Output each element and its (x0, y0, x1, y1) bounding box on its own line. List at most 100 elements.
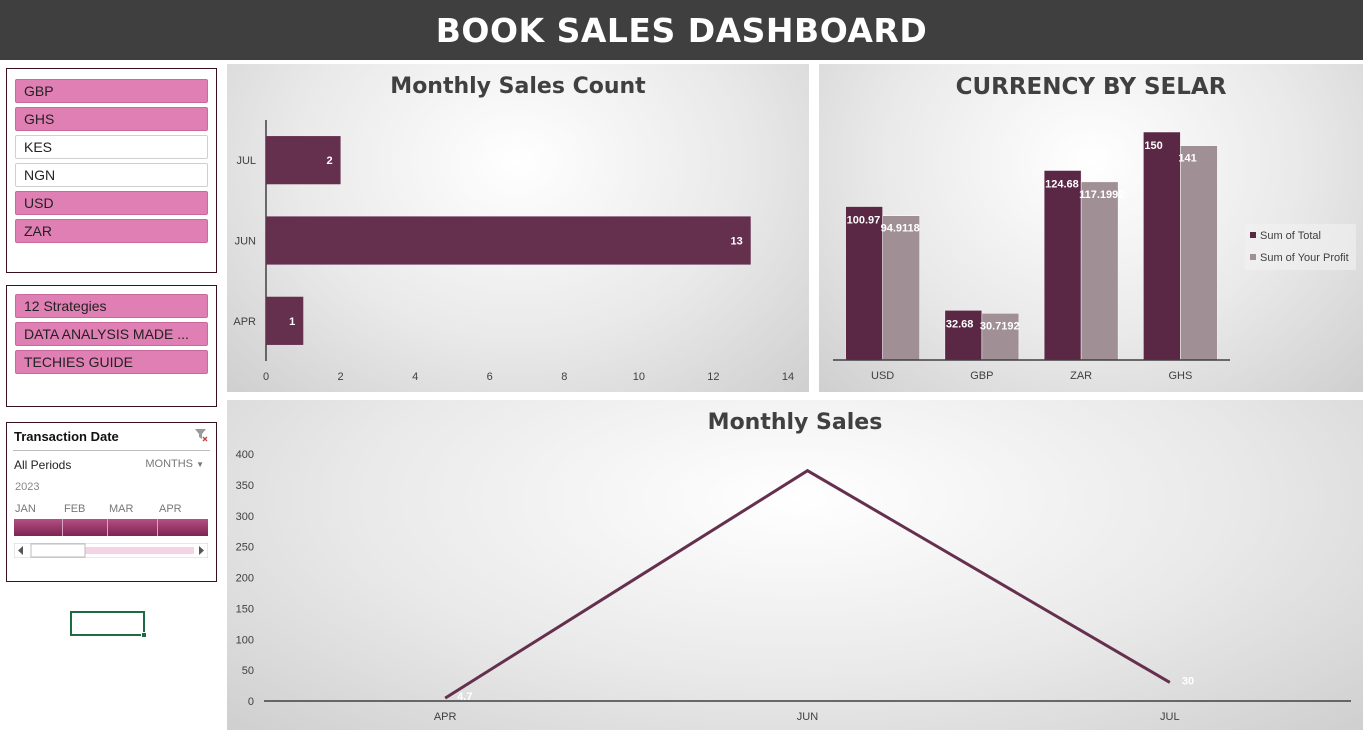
slicer-item-label: ZAR (24, 223, 52, 239)
legend-swatch (1250, 232, 1256, 238)
slicer-item-label: GBP (24, 83, 54, 99)
slicer-item-label: NGN (24, 167, 56, 183)
timeline-selection-bar[interactable] (14, 519, 208, 536)
legend-swatch (1250, 254, 1256, 260)
slicer-item-gbp[interactable]: GBP (15, 79, 208, 103)
x-tick-label: 8 (561, 371, 567, 383)
timeline-month-apr: APR (159, 503, 182, 515)
x-tick-label: 2 (338, 371, 344, 383)
x-tick-label: 6 (487, 371, 493, 383)
data-label: 100.97 (847, 215, 881, 227)
legend-label: Sum of Total (1260, 230, 1321, 242)
data-label: 32.68 (946, 318, 974, 330)
scrollbar-thumb[interactable] (30, 543, 86, 558)
data-label: 150 (1144, 140, 1162, 152)
slicer-item-usd[interactable]: USD (15, 191, 208, 215)
x-tick-label: 14 (782, 371, 794, 383)
x-tick-label: 0 (263, 371, 269, 383)
slicer-item-ghs[interactable]: GHS (15, 107, 208, 131)
x-tick-label: 10 (633, 371, 645, 383)
x-tick-label: 12 (707, 371, 719, 383)
slicer-item-data-analysis[interactable]: DATA ANALYSIS MADE ... (15, 322, 208, 346)
chart-title: Monthly Sales (707, 410, 883, 435)
timeline-scrollbar[interactable] (14, 543, 208, 558)
bar (1143, 131, 1181, 361)
timeline-month-jan: JAN (15, 503, 36, 515)
y-tick-label: 400 (236, 449, 254, 461)
monthly-sales-count-chart: Monthly Sales Count JUL 2 JUN 13 APR 1 0 2 4 6 8 10… (227, 64, 809, 392)
slicer-item-label: 12 Strategies (24, 298, 107, 314)
product-slicer: 12 Strategies DATA ANALYSIS MADE ... TEC… (6, 285, 217, 407)
timeline-tick (62, 519, 63, 536)
slicer-item-zar[interactable]: ZAR (15, 219, 208, 243)
timeline-month-feb: FEB (64, 503, 86, 515)
bar (845, 206, 883, 361)
y-tick-label: 150 (236, 603, 254, 615)
slicer-item-label: GHS (24, 111, 55, 127)
data-label: 2 (326, 155, 332, 167)
timeline-tick (107, 519, 108, 536)
timeline-year: 2023 (15, 481, 40, 493)
chart-title: CURRENCY BY SELAR (955, 74, 1227, 100)
y-tick-label: 350 (236, 480, 254, 492)
slicer-item-label: TECHIES GUIDE (24, 354, 133, 370)
series-line (444, 468, 1171, 700)
data-label: 124.68 (1045, 178, 1079, 190)
slicer-item-techies-guide[interactable]: TECHIES GUIDE (15, 350, 208, 374)
x-tick-label: GHS (1168, 370, 1192, 382)
timeline-tick (157, 519, 158, 536)
dashboard-title: BOOK SALES DASHBOARD (0, 0, 1363, 60)
slicer-item-label: DATA ANALYSIS MADE ... (24, 326, 189, 342)
data-label: 94.9118 (881, 223, 920, 235)
x-tick-label: 4 (412, 371, 418, 383)
timeline-level-label: MONTHS (145, 458, 194, 470)
legend-label: Sum of Your Profit (1260, 252, 1349, 264)
y-tick-label: 100 (236, 634, 254, 646)
x-tick-label: JUN (797, 711, 818, 723)
bar (266, 296, 304, 345)
timeline-title: Transaction Date (14, 429, 119, 444)
chevron-down-icon: ▼ (196, 460, 204, 469)
bar (981, 313, 1020, 361)
bar (1180, 145, 1218, 361)
legend-box (1245, 224, 1356, 270)
timeline-level-dropdown[interactable]: MONTHS ▼ (145, 458, 204, 470)
slicer-item-12-strategies[interactable]: 12 Strategies (15, 294, 208, 318)
slicer-item-label: KES (24, 139, 53, 155)
scroll-right-icon[interactable] (199, 546, 204, 555)
timeline-month-mar: MAR (109, 503, 134, 515)
chart-title: Monthly Sales Count (390, 74, 646, 99)
x-tick-label: JUL (1160, 711, 1180, 723)
data-label: 4.7 (457, 691, 472, 703)
currency-by-selar-chart: CURRENCY BY SELAR 100.97 94.9118 USD 32.68 3… (819, 64, 1363, 392)
data-label: 141 (1178, 153, 1196, 165)
slicer-item-kes[interactable]: KES (15, 135, 208, 159)
currency-slicer: GBP GHS KES NGN USD ZAR (6, 68, 217, 273)
scroll-left-icon[interactable] (18, 546, 23, 555)
x-tick-label: GBP (970, 370, 993, 382)
slicer-item-ngn[interactable]: NGN (15, 163, 208, 187)
x-tick-label: ZAR (1070, 370, 1092, 382)
data-label: 13 (730, 236, 742, 248)
transaction-date-timeline: Transaction Date All Periods MONTHS ▼ 20… (6, 422, 217, 582)
y-tick-label: 300 (236, 511, 254, 523)
y-tick-label: JUL (236, 155, 256, 167)
y-tick-label: 200 (236, 573, 254, 585)
bar (266, 136, 341, 185)
timeline-periods: All Periods (14, 458, 72, 472)
slicer-item-label: USD (24, 195, 54, 211)
y-tick-label: JUN (235, 236, 256, 248)
clear-filter-icon[interactable] (194, 428, 208, 442)
bar (1080, 181, 1119, 361)
bar (882, 215, 920, 361)
bar (266, 216, 751, 265)
data-label: 117.1992 (1079, 189, 1124, 201)
selected-cell[interactable] (70, 611, 145, 636)
y-tick-label: APR (233, 316, 256, 328)
fill-handle[interactable] (141, 632, 147, 638)
data-label: 30 (1182, 675, 1194, 687)
